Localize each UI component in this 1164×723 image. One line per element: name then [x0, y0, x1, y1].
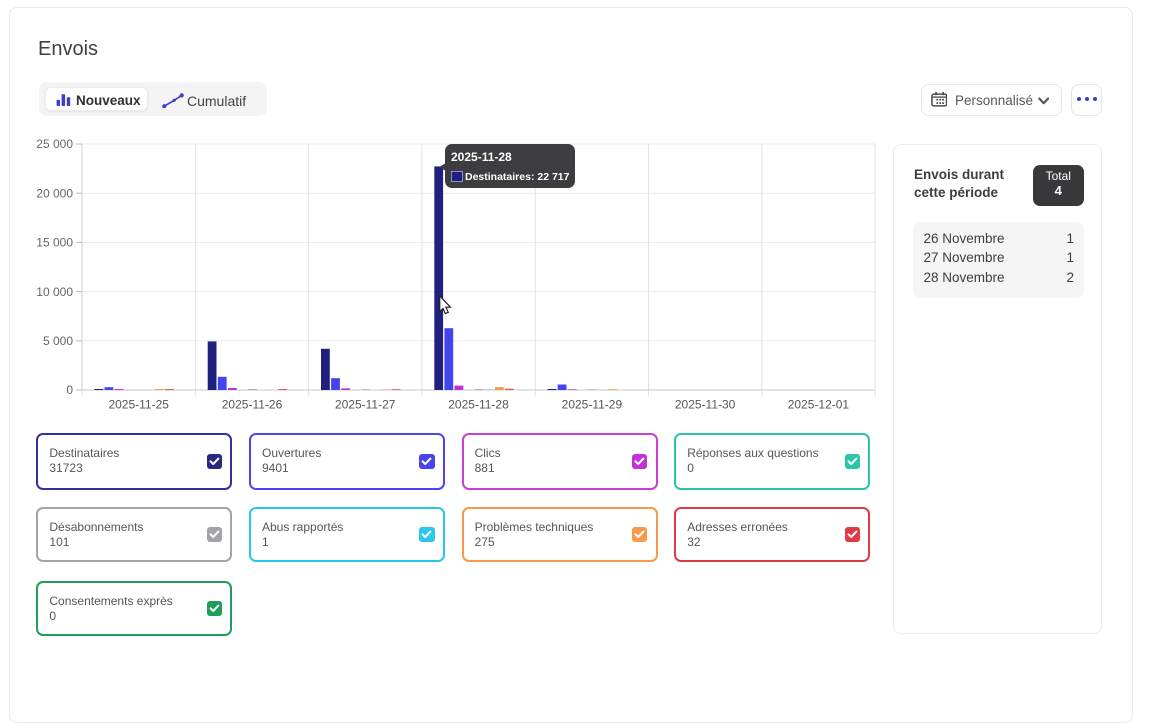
svg-text:0: 0 [66, 383, 73, 397]
svg-text:2025-11-27: 2025-11-27 [335, 398, 396, 412]
svg-text:2025-11-29: 2025-11-29 [562, 398, 623, 412]
svg-text:2025-11-25: 2025-11-25 [108, 398, 169, 412]
svg-text:2025-11-30: 2025-11-30 [675, 398, 736, 412]
svg-text:25 000: 25 000 [36, 137, 73, 151]
svg-text:2025-12-01: 2025-12-01 [788, 398, 850, 412]
svg-text:10 000: 10 000 [36, 285, 73, 299]
svg-text:20 000: 20 000 [36, 186, 73, 200]
svg-text:15 000: 15 000 [36, 236, 73, 250]
svg-text:2025-11-26: 2025-11-26 [222, 398, 283, 412]
svg-text:5 000: 5 000 [43, 334, 73, 348]
svg-text:2025-11-28: 2025-11-28 [448, 398, 509, 412]
